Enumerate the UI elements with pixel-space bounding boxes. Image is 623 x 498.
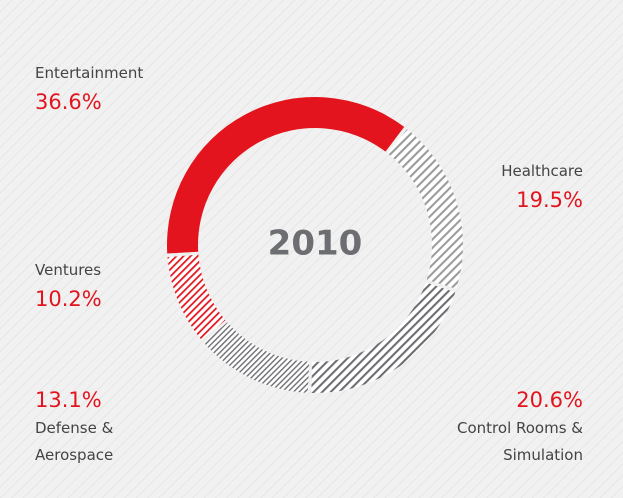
category-name: Healthcare	[501, 162, 583, 180]
segment-label: 13.1% Defense & Aerospace	[35, 385, 165, 469]
value-label: 10.2%	[35, 287, 102, 311]
segment-label: 20.6% Control Rooms & Simulation	[453, 385, 583, 469]
segment-label: Ventures 10.2%	[35, 257, 102, 314]
donut-segment	[167, 254, 226, 341]
donut-segment	[387, 129, 464, 289]
value-label: 19.5%	[516, 188, 583, 212]
category-name: Ventures	[35, 261, 102, 279]
value-label: 13.1%	[35, 388, 102, 412]
value-label: 20.6%	[516, 388, 583, 412]
donut-segment	[311, 282, 456, 394]
segment-label: Healthcare 19.5%	[501, 158, 583, 215]
donut-segment	[167, 96, 405, 254]
category-name: Defense & Aerospace	[35, 419, 114, 464]
donut-segment	[204, 322, 310, 393]
category-name: Entertainment	[35, 64, 144, 82]
segment-label: Entertainment 36.6%	[35, 60, 143, 117]
category-name: Control Rooms & Simulation	[457, 419, 583, 464]
chart-title: 2010	[268, 224, 363, 264]
value-label: 36.6%	[35, 90, 102, 114]
